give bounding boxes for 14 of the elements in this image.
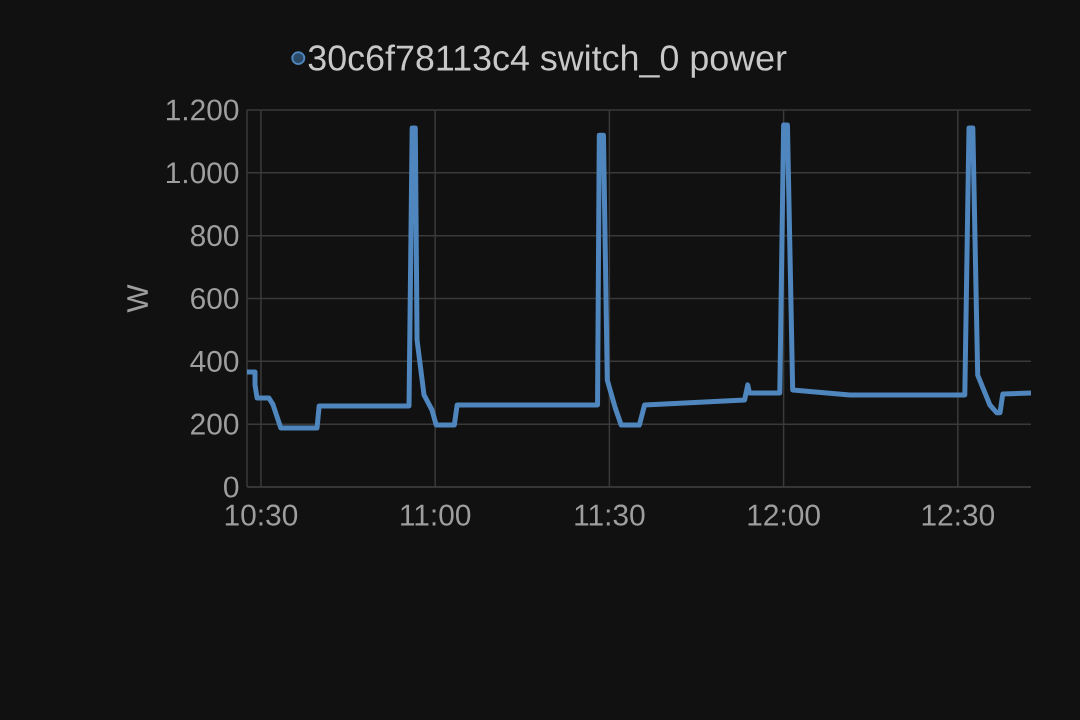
y-tick-label: 400 <box>190 350 239 372</box>
y-tick-label: 0 <box>224 476 239 498</box>
x-tick-label: 12:30 <box>922 504 995 526</box>
y-axis-title: W <box>127 284 148 313</box>
x-tick-label: 12:00 <box>748 504 820 526</box>
x-tick-label: 11:30 <box>575 504 645 526</box>
x-tick-label: 11:00 <box>401 504 471 526</box>
y-tick-label: 1.000 <box>166 162 239 184</box>
y-tick-label: 200 <box>191 413 239 435</box>
y-tick-label: 1.200 <box>166 99 239 121</box>
y-tick-label: 800 <box>190 225 239 247</box>
legend-label: 30c6f78113c4 switch_0 power <box>308 44 787 78</box>
y-tick-label: 600 <box>191 287 239 310</box>
x-tick-label: 10:30 <box>225 504 298 526</box>
